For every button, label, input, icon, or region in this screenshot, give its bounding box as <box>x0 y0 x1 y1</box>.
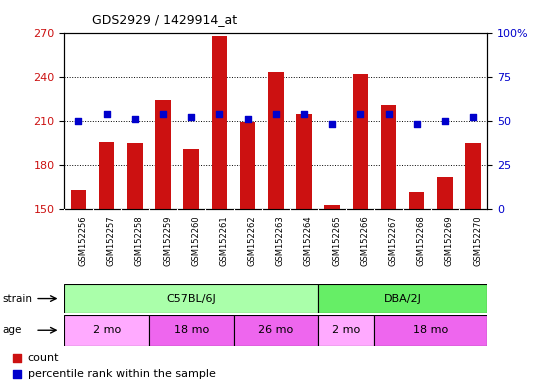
Point <box>74 118 83 124</box>
Point <box>300 111 309 117</box>
Point <box>130 116 139 122</box>
Point <box>271 111 280 117</box>
Text: count: count <box>28 353 59 362</box>
Text: 18 mo: 18 mo <box>413 325 449 335</box>
Text: GSM152259: GSM152259 <box>163 215 172 266</box>
Bar <box>268 73 283 209</box>
Point <box>384 111 393 117</box>
Point <box>243 116 252 122</box>
Bar <box>184 149 199 209</box>
Bar <box>318 284 487 313</box>
Text: C57BL/6J: C57BL/6J <box>166 293 216 304</box>
Bar <box>296 114 312 209</box>
Text: 26 mo: 26 mo <box>258 325 293 335</box>
Bar <box>381 105 396 209</box>
Text: GSM152268: GSM152268 <box>417 215 426 266</box>
Bar <box>409 192 424 209</box>
Point <box>328 121 337 127</box>
Bar <box>127 143 143 209</box>
Text: age: age <box>3 325 22 335</box>
Bar <box>353 74 368 209</box>
Bar <box>149 315 234 346</box>
Text: GSM152256: GSM152256 <box>78 215 87 266</box>
Bar <box>155 100 171 209</box>
Point <box>469 114 478 121</box>
Bar <box>64 284 318 313</box>
Text: strain: strain <box>3 293 33 304</box>
Point <box>187 114 196 121</box>
Text: 18 mo: 18 mo <box>174 325 209 335</box>
Text: DBA/2J: DBA/2J <box>384 293 422 304</box>
Text: GSM152258: GSM152258 <box>135 215 144 266</box>
Bar <box>71 190 86 209</box>
Point <box>440 118 449 124</box>
Text: GSM152265: GSM152265 <box>332 215 341 266</box>
Point <box>356 111 365 117</box>
Text: GSM152260: GSM152260 <box>192 215 200 266</box>
Text: 2 mo: 2 mo <box>332 325 361 335</box>
Point <box>102 111 111 117</box>
Bar <box>99 142 114 209</box>
Point <box>158 111 167 117</box>
Point <box>12 354 21 361</box>
Bar <box>465 143 481 209</box>
Text: percentile rank within the sample: percentile rank within the sample <box>28 369 216 379</box>
Bar <box>234 315 318 346</box>
Text: GSM152262: GSM152262 <box>248 215 256 266</box>
Text: 2 mo: 2 mo <box>92 325 121 335</box>
Text: GDS2929 / 1429914_at: GDS2929 / 1429914_at <box>92 13 237 26</box>
Bar <box>318 315 375 346</box>
Bar <box>324 205 340 209</box>
Point <box>412 121 421 127</box>
Bar <box>212 36 227 209</box>
Bar <box>240 122 255 209</box>
Point <box>215 111 224 117</box>
Text: GSM152264: GSM152264 <box>304 215 313 266</box>
Bar <box>64 315 149 346</box>
Text: GSM152267: GSM152267 <box>389 215 398 266</box>
Text: GSM152263: GSM152263 <box>276 215 285 266</box>
Text: GSM152261: GSM152261 <box>220 215 228 266</box>
Text: GSM152266: GSM152266 <box>360 215 370 266</box>
Point <box>12 371 21 377</box>
Text: GSM152269: GSM152269 <box>445 215 454 266</box>
Bar <box>437 177 452 209</box>
Bar <box>375 315 487 346</box>
Text: GSM152270: GSM152270 <box>473 215 482 266</box>
Text: GSM152257: GSM152257 <box>106 215 116 266</box>
